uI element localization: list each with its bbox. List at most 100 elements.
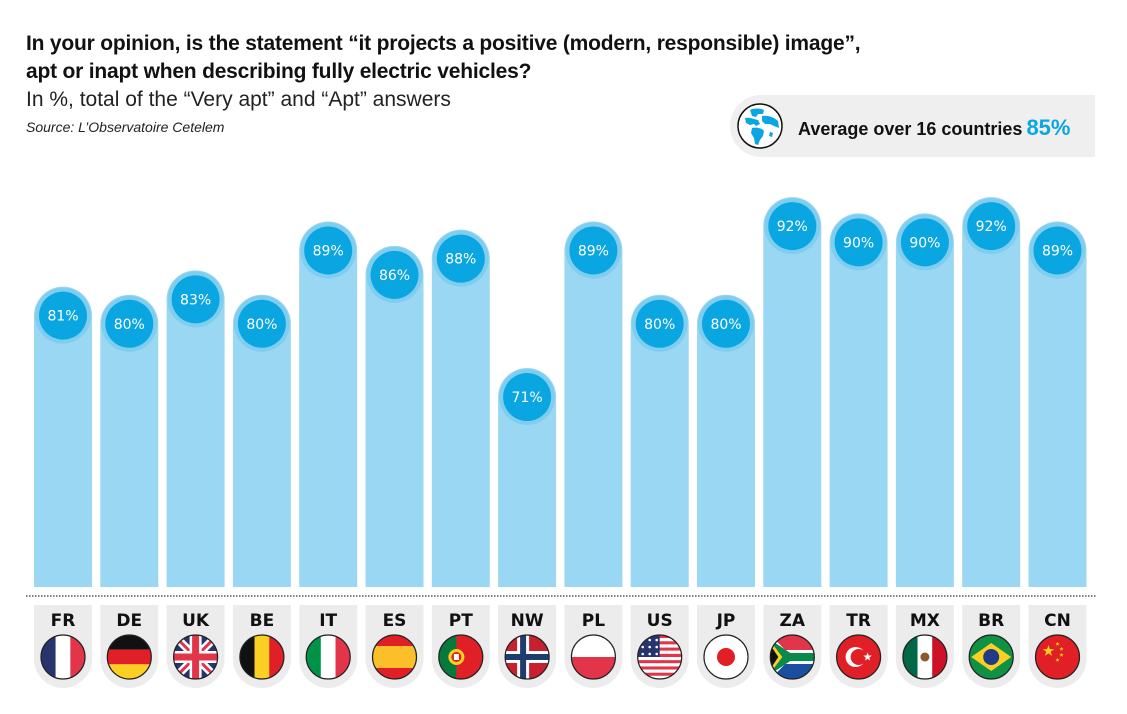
country-code-label: BE (250, 611, 275, 631)
portugal-flag-icon (438, 634, 484, 680)
country-tile: MX (895, 605, 954, 688)
data-label: 80% (644, 317, 675, 333)
bar (630, 294, 689, 587)
data-label: 89% (313, 244, 344, 260)
value-bubble (569, 226, 618, 275)
country-tile: ZA (763, 605, 822, 688)
country-tile: DE (100, 605, 159, 688)
country-tile: PT (431, 605, 490, 688)
value-bubble (503, 373, 552, 422)
country-tile: IT (299, 605, 358, 688)
poland-flag-icon (570, 634, 617, 680)
value-bubble (1033, 226, 1082, 275)
country-code-label: ZA (780, 611, 806, 631)
data-label: 92% (976, 219, 1007, 235)
data-label: 88% (445, 252, 476, 268)
bar (299, 221, 358, 587)
bar (829, 213, 888, 587)
country-code-label: MX (910, 611, 940, 631)
country-tile: ES (365, 605, 424, 688)
bar-group: 81% (34, 286, 92, 587)
average-text: Average over 16 countries (798, 119, 1023, 139)
value-bubble (967, 202, 1016, 251)
country-code-label: IT (319, 611, 337, 631)
data-label: 90% (909, 235, 940, 251)
country-tile: BR (962, 605, 1021, 688)
value-bubble (702, 299, 750, 348)
value-bubble (900, 218, 949, 267)
country-code-label: NW (511, 611, 544, 631)
bar (166, 270, 225, 587)
country-code-label: TR (846, 611, 871, 631)
bar (1028, 221, 1087, 587)
data-label: 86% (379, 268, 410, 284)
country-tile: TR (829, 605, 888, 688)
country-code-label: US (647, 611, 673, 631)
bar-group: 90% (895, 213, 954, 587)
country-tile: BE (232, 605, 291, 688)
bar (498, 368, 557, 587)
bar (763, 197, 822, 587)
data-label: 89% (1042, 244, 1073, 260)
value-bubble (105, 299, 154, 348)
data-label: 80% (246, 317, 277, 333)
globe-icon (737, 103, 783, 149)
country-code-label: CN (1044, 611, 1071, 631)
value-bubble (304, 226, 353, 275)
data-label: 80% (710, 317, 741, 333)
country-tile: UK (166, 605, 225, 688)
value-bubble (834, 218, 883, 267)
country-code-label: FR (51, 611, 76, 631)
data-label: 89% (578, 244, 609, 260)
country-code-label: UK (182, 611, 210, 631)
france-flag-icon (40, 634, 86, 680)
country-code-label: PL (582, 611, 605, 631)
country-tile: JP (697, 605, 755, 688)
norway-flag-icon (504, 634, 550, 680)
chart-title: In your opinion, is the statement “it pr… (26, 30, 861, 86)
data-label: 83% (180, 292, 211, 308)
chart-source: Source: L’Observatoire Cetelem (26, 119, 225, 135)
mexico-flag-icon (902, 634, 948, 680)
bar-group: 71% (498, 368, 557, 587)
country-tile: PL (564, 605, 623, 688)
usa-flag-icon (637, 634, 683, 680)
bar-group: 90% (829, 213, 888, 587)
value-bubble (635, 299, 684, 348)
country-code-label: DE (116, 611, 142, 631)
bar-group: 89% (1028, 221, 1087, 587)
brazil-flag-icon (968, 634, 1014, 680)
country-code-label: PT (449, 611, 473, 631)
country-tile: FR (34, 605, 92, 688)
bar (365, 245, 424, 588)
bar (100, 294, 159, 587)
bar (431, 229, 490, 587)
bar-group: 80% (100, 294, 159, 587)
bar-group: 89% (564, 221, 623, 587)
value-bubble (436, 234, 485, 283)
spain-flag-icon (371, 634, 418, 680)
average-value: 85% (1026, 115, 1071, 140)
data-label: 81% (47, 309, 78, 325)
bar (232, 294, 291, 587)
chart-subtitle: In %, total of the “Very apt” and “Apt” … (26, 88, 451, 111)
bar (895, 213, 954, 587)
data-label: 92% (777, 219, 808, 235)
value-bubble (768, 202, 817, 251)
bar-group: 88% (431, 229, 490, 587)
bar-group: 86% (365, 245, 424, 588)
country-code-label: ES (383, 611, 407, 631)
data-label: 90% (843, 235, 874, 251)
bar (962, 197, 1021, 587)
belgium-flag-icon (239, 634, 285, 680)
bar-group: 80% (232, 294, 291, 587)
country-tile: NW (498, 605, 557, 688)
value-bubble (370, 250, 419, 299)
country-tile: US (630, 605, 689, 688)
south-africa-flag-icon (769, 634, 815, 680)
average-badge: Average over 16 countries 85% (730, 95, 1095, 157)
bar-group: 89% (299, 221, 358, 587)
value-bubble (237, 299, 286, 348)
bar (564, 221, 623, 587)
